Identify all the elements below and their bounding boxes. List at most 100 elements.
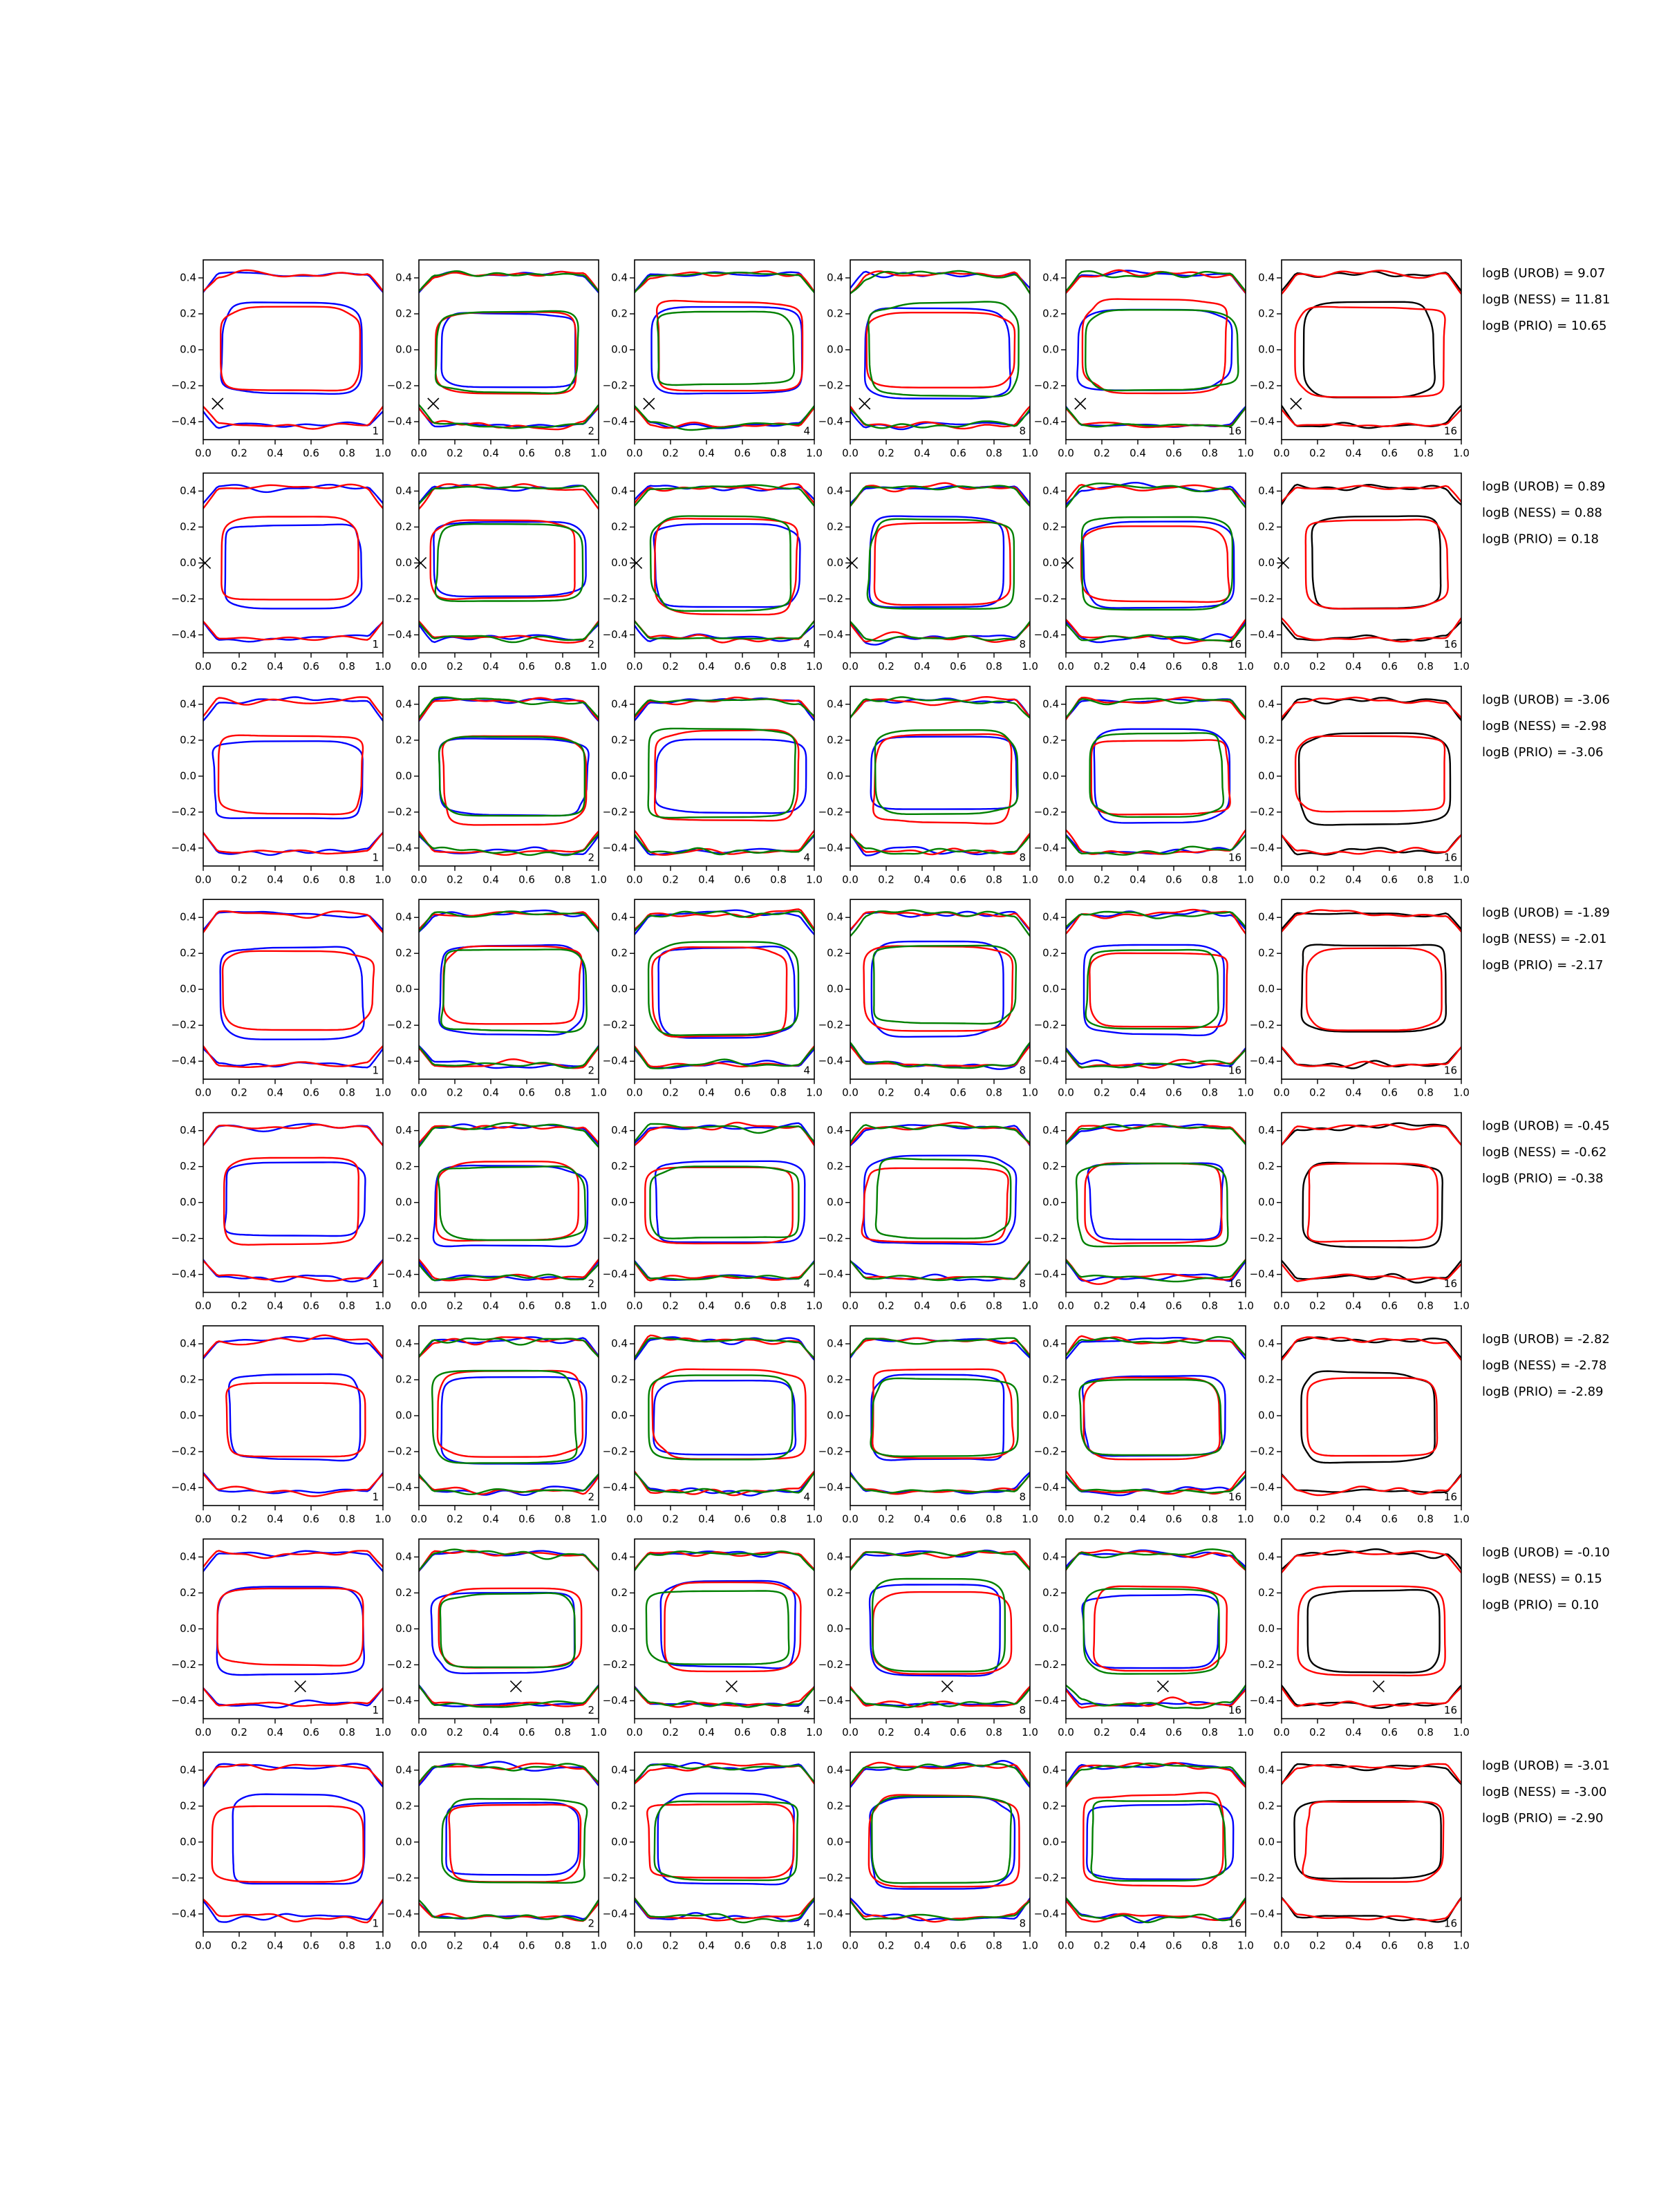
x-tick-label: 0.6 [1381, 1513, 1398, 1526]
contours [635, 1334, 814, 1497]
panel-label: 16 [1228, 638, 1241, 650]
panel: 0.0 0.2 0.4 0.6 0.8 1.0 −0.4 −0.2 0.0 0.2 0.4 1 [171, 1325, 391, 1526]
y-tick-label: 0.2 [611, 308, 628, 320]
y-tick-label: 0.4 [1258, 272, 1275, 284]
marker [630, 556, 643, 569]
y-tick-label: 0.4 [1042, 272, 1059, 284]
y-tick-label: 0.0 [611, 1196, 628, 1208]
x-tick-label: 0.6 [303, 1726, 319, 1738]
x-tick-label: 1.0 [1022, 1513, 1038, 1526]
panel-frame [850, 1752, 1031, 1933]
x-tick-label: 0.2 [1094, 873, 1110, 885]
contour [203, 1334, 383, 1359]
panel-frame [634, 685, 815, 867]
x-tick-label: 1.0 [1237, 1300, 1254, 1312]
x-tick-label: 0.2 [878, 1939, 894, 1951]
contour [635, 1899, 814, 1922]
x-tick-label: 0.2 [662, 1726, 679, 1738]
contour [1066, 1258, 1246, 1285]
contours [635, 1761, 814, 1924]
x-tick-label: 0.2 [1094, 1300, 1110, 1312]
x-tick-label: 0.0 [842, 1087, 859, 1099]
y-tick-label: −0.2 [1250, 1658, 1275, 1671]
y-tick-label: −0.4 [1250, 1907, 1275, 1920]
contour [1293, 1800, 1442, 1880]
x-tick-label: 0.2 [878, 1300, 894, 1312]
x-tick-label: 0.2 [878, 873, 894, 885]
contour [211, 1805, 364, 1883]
x-tick-label: 1.0 [1237, 1513, 1254, 1526]
x-tick-label: 1.0 [806, 873, 823, 885]
y-tick-label: −0.2 [818, 1445, 843, 1458]
contour [1066, 406, 1246, 428]
x-tick-label: 0.2 [662, 1087, 679, 1099]
panel-frame [850, 685, 1031, 867]
contour [1081, 1593, 1220, 1669]
x-tick-label: 0.4 [1345, 1939, 1362, 1951]
y-tick-label: −0.4 [1250, 1055, 1275, 1067]
annotation: logB (PRIO) = -2.90 [1482, 1811, 1604, 1826]
y-tick-label: 0.2 [1042, 308, 1059, 320]
marker [212, 397, 224, 410]
panel-label: 16 [1228, 851, 1241, 863]
x-tick-label: 0.0 [411, 1300, 427, 1312]
y-tick-label: 0.2 [1258, 1374, 1275, 1386]
contour [1282, 834, 1461, 855]
panel-frame [634, 1325, 815, 1506]
x-tick-label: 0.6 [518, 1726, 535, 1738]
panel-label: 8 [1019, 425, 1026, 438]
y-tick-label: −0.4 [1034, 841, 1059, 854]
x-tick-label: 0.8 [986, 1726, 1002, 1738]
annotation: logB (NESS) = -2.98 [1482, 719, 1606, 733]
panel-label: 8 [1019, 1277, 1026, 1290]
marker [1372, 1680, 1385, 1693]
panel-label: 4 [803, 1277, 810, 1290]
contour [872, 944, 1017, 1025]
x-tick-label: 1.0 [1237, 660, 1254, 673]
x-tick-label: 0.8 [1201, 1300, 1218, 1312]
contour [419, 1263, 599, 1282]
contour [203, 910, 383, 934]
x-tick-label: 0.4 [698, 1300, 715, 1312]
x-tick-label: 0.6 [734, 1513, 751, 1526]
panel-label: 4 [803, 851, 810, 863]
x-tick-label: 0.2 [447, 1513, 463, 1526]
contour [1066, 1474, 1246, 1494]
contours [419, 482, 599, 644]
x-tick-label: 0.4 [914, 1939, 930, 1951]
contour [1282, 1045, 1461, 1068]
x-tick-label: 0.2 [878, 1726, 894, 1738]
y-tick-label: 0.0 [611, 1409, 628, 1422]
y-tick-label: 0.4 [180, 697, 196, 710]
contour [635, 833, 814, 856]
contour [445, 1801, 580, 1876]
y-tick-label: −0.4 [603, 841, 628, 854]
contour [419, 1763, 599, 1784]
contour [1282, 485, 1461, 504]
x-tick-label: 0.4 [482, 1513, 499, 1526]
x-tick-label: 1.0 [1022, 447, 1038, 460]
y-tick-label: 0.2 [611, 1586, 628, 1599]
y-tick-label: 0.4 [180, 911, 196, 924]
x-tick-label: 0.6 [734, 447, 751, 460]
y-tick-label: 0.0 [395, 344, 412, 356]
panel-label: 8 [1019, 1704, 1026, 1716]
contours [1066, 1548, 1246, 1709]
x-tick-label: 1.0 [375, 660, 391, 673]
contour [850, 1124, 1030, 1145]
y-tick-label: −0.4 [171, 1907, 196, 1920]
contour [863, 307, 1011, 400]
y-tick-label: 0.2 [395, 521, 412, 533]
y-tick-label: −0.2 [171, 1658, 196, 1671]
marker [427, 397, 440, 410]
y-tick-label: 0.0 [1258, 556, 1275, 569]
x-tick-label: 1.0 [1453, 1300, 1470, 1312]
x-tick-label: 0.2 [662, 873, 679, 885]
x-tick-label: 1.0 [1022, 1300, 1038, 1312]
x-tick-label: 0.0 [195, 1300, 212, 1312]
contour [1302, 1801, 1445, 1883]
x-tick-label: 1.0 [806, 447, 823, 460]
contour [419, 1761, 599, 1787]
contours [1066, 1762, 1246, 1924]
